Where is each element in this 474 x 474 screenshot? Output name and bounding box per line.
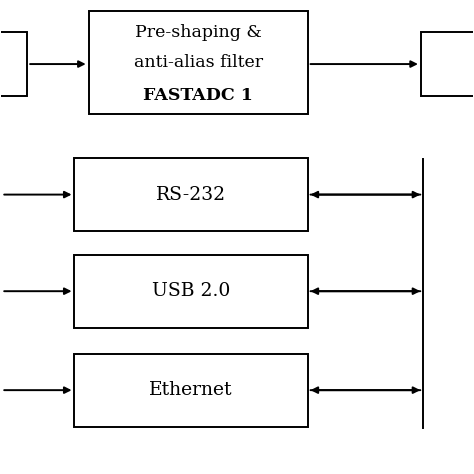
Text: FASTADC 1: FASTADC 1 [143,87,253,104]
Text: anti-alias filter: anti-alias filter [134,54,263,71]
Text: Ethernet: Ethernet [149,381,233,399]
Bar [74,354,308,427]
Bar [74,255,308,328]
Bar [421,32,474,96]
Text: Pre-shaping &: Pre-shaping & [135,24,262,40]
Bar [89,11,308,115]
Text: USB 2.0: USB 2.0 [152,282,230,300]
Bar [0,32,27,96]
Text: RS-232: RS-232 [156,186,226,204]
Bar [74,158,308,231]
